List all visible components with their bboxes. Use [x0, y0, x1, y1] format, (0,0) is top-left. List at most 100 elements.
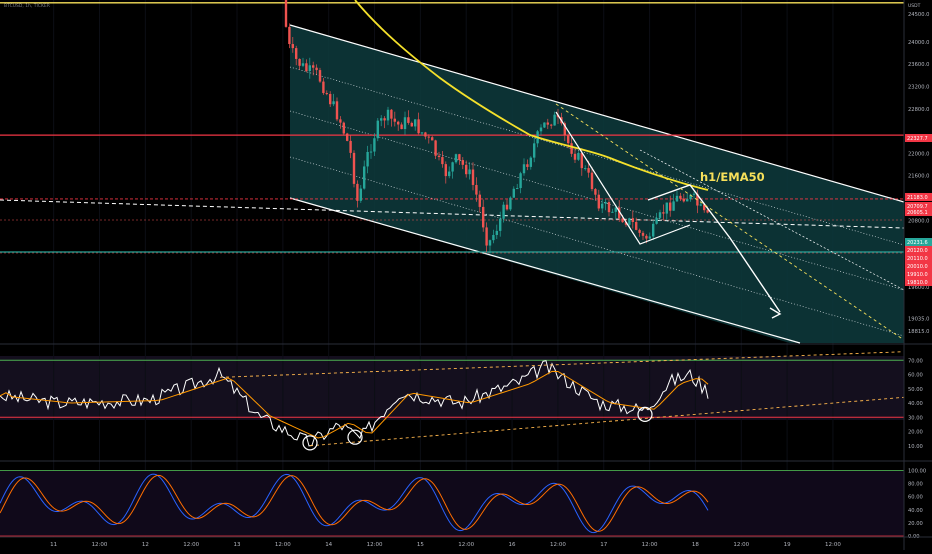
price-tag-label-7: 20010.0 [907, 264, 928, 270]
price-tag-bg-0 [905, 134, 932, 142]
price-tag-label-0: 22327.7 [907, 136, 928, 142]
rsi-tick-0: 70.00 [908, 358, 923, 364]
candle-body-96 [611, 211, 614, 213]
time-tick-9: 12:00 [458, 542, 474, 548]
candle-body-31 [390, 109, 393, 119]
price-tick-10: 19035.0 [908, 317, 929, 323]
price-tick-9: 19600.0 [908, 285, 929, 291]
rsi-tick-5: 20.00 [908, 430, 923, 436]
candle-body-112 [665, 202, 668, 214]
candle-body-52 [461, 160, 464, 165]
candle-body-12 [325, 93, 328, 95]
price-tag-label-9: 19810.0 [907, 280, 928, 286]
rsi-circle-1 [302, 435, 318, 451]
candle-body-91 [594, 189, 597, 195]
price-tick-2: 23600.0 [908, 62, 929, 68]
candle-body-83 [567, 135, 570, 144]
rsi-circle-3 [637, 406, 653, 422]
candle-body-34 [400, 124, 403, 130]
candle-body-102 [631, 218, 634, 223]
candle-body-92 [597, 194, 600, 209]
price-tag-label-2: 20709.7 [907, 204, 928, 210]
candle-body-87 [580, 152, 583, 169]
currency-label: USDT [908, 3, 921, 9]
candle-body-90 [590, 172, 594, 190]
rsi-ma-line [0, 370, 709, 439]
candle-body-29 [383, 118, 386, 121]
rsi-band-background [0, 356, 904, 420]
stoch-tick-4: 20.00 [908, 521, 923, 527]
candle-body-104 [638, 229, 641, 233]
price-tag-label-8: 19910.0 [907, 272, 928, 278]
price-tag-bg-8 [905, 270, 932, 278]
stoch-d-line [0, 474, 709, 532]
time-tick-14: 18 [692, 542, 699, 548]
candle-body-124 [706, 210, 709, 213]
rsi-tick-1: 60.00 [908, 373, 923, 379]
price-tag-label-1: 21183.0 [907, 195, 928, 201]
candle-body-16 [339, 119, 342, 123]
time-tick-17: 12:00 [825, 542, 841, 548]
candle-body-89 [587, 168, 590, 173]
candle-body-95 [607, 202, 611, 213]
pattern-lower-leg [555, 111, 691, 245]
candle-body-59 [485, 227, 488, 246]
time-axis[interactable]: 11 12:00 12 12:00 13 12:00 14 12:00 15 12:00 16 12:… [50, 542, 841, 548]
candle-body-39 [417, 119, 420, 134]
candle-body-64 [502, 204, 505, 219]
candle-body-7 [308, 65, 311, 72]
price-tick-5: 22000.0 [908, 151, 929, 157]
ema50-line [354, 0, 709, 191]
price-tag-bg-7 [905, 262, 932, 270]
candle-body-38 [414, 119, 417, 127]
candle-body-93 [601, 203, 604, 209]
ema-annotation-label: h1/EMA50 [700, 170, 765, 184]
candle-body-116 [679, 195, 682, 199]
rsi-tick-4: 30.00 [908, 415, 923, 421]
candle-body-85 [573, 153, 577, 160]
rsi-line [0, 360, 709, 447]
channel-lower-line [289, 197, 801, 344]
candle-body-13 [329, 93, 332, 105]
candle-body-86 [577, 152, 580, 160]
candle-body-62 [495, 230, 498, 235]
candle-body-26 [373, 138, 376, 152]
drawings-layer [555, 103, 905, 341]
candle-body-9 [315, 67, 318, 71]
projection-arrow-head [769, 307, 782, 319]
candle-body-18 [346, 133, 349, 141]
candle-body-99 [621, 218, 624, 223]
time-tick-11: 12:00 [550, 542, 566, 548]
candle-body-118 [686, 199, 689, 202]
candle-body-61 [492, 234, 495, 241]
candle-body-66 [509, 197, 512, 210]
candle-body-5 [301, 63, 305, 66]
candle-body-20 [352, 152, 356, 184]
candle-body-71 [526, 164, 529, 167]
candle-body-28 [380, 118, 383, 121]
candle-body-54 [468, 169, 471, 175]
candle-body-8 [312, 65, 315, 68]
candle-body-48 [448, 171, 451, 177]
price-tick-4: 22800.0 [908, 107, 929, 113]
candle-body-68 [516, 188, 519, 190]
candle-body-110 [658, 212, 662, 218]
price-tag-label-4: 20231.6 [907, 240, 928, 246]
candle-body-77 [546, 122, 549, 125]
time-tick-3: 12:00 [183, 542, 199, 548]
candle-body-30 [386, 109, 390, 121]
price-tag-label-5: 20120.0 [907, 248, 928, 254]
candle-body-58 [482, 206, 485, 228]
candle-body-19 [349, 140, 352, 153]
ema-layer [354, 0, 709, 191]
candle-body-43 [431, 137, 434, 141]
price-tag-bg-9 [905, 278, 932, 286]
price-axis[interactable]: 24500.0 24000.0 23600.0 23200.0 22800.0 22000… [908, 12, 929, 335]
price-tag-label-3: 20605.1 [907, 210, 928, 216]
candle-body-53 [465, 164, 468, 175]
candle-body-23 [363, 166, 366, 189]
candle-body-109 [655, 217, 658, 224]
